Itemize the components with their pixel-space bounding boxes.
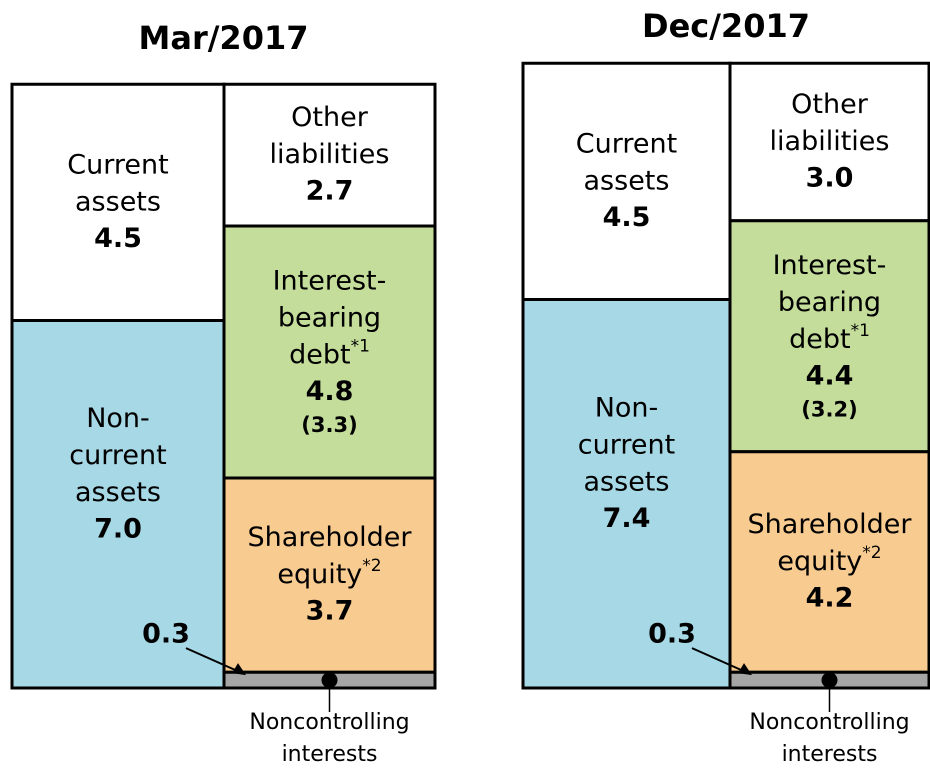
box-label: Non- xyxy=(86,402,150,433)
box-label: equity*2 xyxy=(777,543,881,577)
nci-dot xyxy=(821,672,838,689)
box-value: 3.7 xyxy=(306,596,354,627)
asset-box xyxy=(10,82,226,322)
box-value: 4.5 xyxy=(94,223,142,254)
box-label-line: Current xyxy=(576,128,677,159)
nci-label: Noncontrolling xyxy=(749,710,909,735)
nci-dot xyxy=(321,672,338,689)
box-label: debt*1 xyxy=(789,321,870,355)
box-label: debt*1 xyxy=(289,337,370,371)
box-label-line: assets xyxy=(75,186,161,217)
box-label-line: Other xyxy=(291,102,369,133)
footnote-mark: *2 xyxy=(362,556,381,576)
box-value: 2.7 xyxy=(306,176,354,207)
box-value: 4.4 xyxy=(806,360,854,391)
box-label-line: equity xyxy=(277,559,362,590)
box-label-line: Current xyxy=(67,149,168,180)
box-value: 3.0 xyxy=(806,163,854,194)
box-value: 7.0 xyxy=(94,513,142,544)
footnote-mark: *2 xyxy=(862,543,881,563)
nci-arrowhead xyxy=(738,663,752,676)
box-label: Non- xyxy=(595,392,659,423)
box-label: current xyxy=(578,429,675,460)
liability-box xyxy=(222,82,437,228)
box-note: (3.2) xyxy=(801,397,857,421)
footnote-mark: *1 xyxy=(351,337,370,357)
box-label-line: bearing xyxy=(278,302,381,333)
box-label: Other xyxy=(791,89,869,120)
box-value: 7.4 xyxy=(603,503,651,534)
box-label-line: Interest- xyxy=(273,265,387,296)
box-label-line: Shareholder xyxy=(748,509,913,540)
box-value: 4.2 xyxy=(806,583,854,614)
box-label-line: assets xyxy=(75,476,161,507)
nci-label: Noncontrolling xyxy=(249,710,409,735)
box-label-line: Other xyxy=(791,89,869,120)
liability-box xyxy=(728,61,930,223)
box-label-line: debt xyxy=(789,323,850,354)
box-label-line: Non- xyxy=(595,392,659,423)
box-label: current xyxy=(69,439,166,470)
footnote-mark: *1 xyxy=(851,321,870,341)
box-label: equity*2 xyxy=(277,556,381,590)
box-label: assets xyxy=(584,466,670,497)
box-value: 4.5 xyxy=(603,202,651,233)
box-label-line: equity xyxy=(777,546,862,577)
box-label: assets xyxy=(75,476,161,507)
box-label-line: current xyxy=(69,439,166,470)
liability-box xyxy=(222,224,437,480)
nci-value: 0.3 xyxy=(648,619,696,650)
box-label: Shareholder xyxy=(248,522,413,553)
box-value: 4.8 xyxy=(306,376,354,407)
asset-box xyxy=(10,319,226,690)
nci-arrowhead xyxy=(232,663,246,676)
box-label-line: debt xyxy=(289,339,350,370)
box-label: bearing xyxy=(278,302,381,333)
chart-title: Mar/2017 xyxy=(139,19,309,57)
box-label-line: liabilities xyxy=(770,126,890,157)
box-label-line: Interest- xyxy=(773,249,887,280)
box-label-line: assets xyxy=(584,466,670,497)
nci-arrow xyxy=(185,647,241,674)
box-label-line: bearing xyxy=(778,286,881,317)
box-label: Shareholder xyxy=(748,509,913,540)
box-label: Current xyxy=(67,149,168,180)
nci-value: 0.3 xyxy=(142,619,190,650)
liability-box xyxy=(728,450,930,674)
box-label: assets xyxy=(75,186,161,217)
box-label: bearing xyxy=(778,286,881,317)
box-label: liabilities xyxy=(770,126,890,157)
nci-label: interests xyxy=(782,742,878,767)
box-label: Interest- xyxy=(773,249,887,280)
asset-box xyxy=(521,61,732,301)
box-label: assets xyxy=(584,165,670,196)
box-label-line: current xyxy=(578,429,675,460)
chart-title: Dec/2017 xyxy=(642,7,810,45)
box-label: Interest- xyxy=(273,265,387,296)
box-note: (3.3) xyxy=(301,413,357,437)
liability-box xyxy=(728,219,930,454)
box-label-line: assets xyxy=(584,165,670,196)
box-label-line: Shareholder xyxy=(248,522,413,553)
box-label: liabilities xyxy=(270,139,390,170)
box-label-line: liabilities xyxy=(270,139,390,170)
box-label: Current xyxy=(576,128,677,159)
box-label: Other xyxy=(291,102,369,133)
box-label-line: Non- xyxy=(86,402,150,433)
nci-arrow xyxy=(691,647,747,674)
nci-label: interests xyxy=(282,742,378,767)
